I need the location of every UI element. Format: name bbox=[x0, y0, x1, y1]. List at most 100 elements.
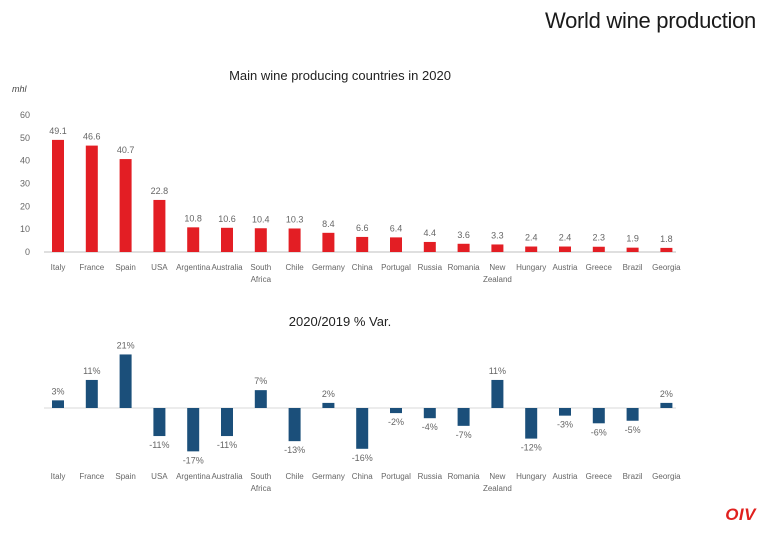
y-tick-label: 40 bbox=[20, 156, 30, 166]
variation-category-label: Chile bbox=[285, 472, 304, 481]
production-bar bbox=[52, 139, 64, 252]
variation-bar bbox=[626, 408, 639, 421]
production-bar bbox=[423, 241, 436, 252]
variation-bar bbox=[85, 379, 98, 408]
variation-data-label: -12% bbox=[521, 443, 542, 453]
production-bar bbox=[85, 145, 98, 252]
production-data-label: 6.6 bbox=[356, 223, 369, 233]
production-data-label: 10.6 bbox=[218, 214, 236, 224]
variation-category-label: China bbox=[352, 472, 373, 481]
variation-bar bbox=[254, 390, 267, 408]
production-bar bbox=[153, 199, 166, 252]
production-data-label: 2.3 bbox=[593, 233, 606, 243]
y-tick-label: 0 bbox=[25, 247, 30, 257]
production-bar bbox=[660, 247, 673, 252]
production-data-label: 46.6 bbox=[83, 132, 101, 142]
variation-data-label: 21% bbox=[117, 340, 135, 350]
production-data-label: 22.8 bbox=[151, 186, 169, 196]
y-tick-label: 10 bbox=[20, 224, 30, 234]
variation-category-label: France bbox=[79, 472, 104, 481]
variation-category-label: Germany bbox=[312, 472, 345, 481]
variation-bar bbox=[390, 408, 402, 414]
production-bar bbox=[356, 236, 369, 252]
production-category-label: Georgia bbox=[652, 263, 681, 272]
variation-data-label: 2% bbox=[660, 389, 673, 399]
variation-data-label: -6% bbox=[591, 427, 607, 437]
production-category-label: New Zealand bbox=[483, 263, 512, 284]
y-tick-label: 20 bbox=[20, 201, 30, 211]
production-data-label: 2.4 bbox=[559, 233, 572, 243]
production-bar bbox=[592, 246, 605, 252]
page-title: World wine production bbox=[545, 8, 756, 33]
production-category-label: Chile bbox=[285, 263, 304, 272]
y-tick-label: 50 bbox=[20, 133, 30, 143]
production-category-label: Australia bbox=[211, 263, 243, 272]
production-bar bbox=[119, 159, 132, 252]
variation-bar bbox=[288, 408, 301, 442]
variation-data-label: 2% bbox=[322, 389, 335, 399]
production-y-axis-label: mhl bbox=[12, 84, 27, 94]
variation-data-label: -11% bbox=[217, 440, 237, 450]
variation-category-label: Argentina bbox=[176, 472, 211, 481]
variation-category-label: Georgia bbox=[652, 472, 681, 481]
variation-bar bbox=[187, 408, 200, 452]
production-data-label: 4.4 bbox=[424, 228, 437, 238]
production-category-label: Romania bbox=[448, 263, 481, 272]
production-bar bbox=[187, 227, 200, 252]
variation-data-label: 11% bbox=[83, 366, 100, 376]
variation-category-label: Greece bbox=[586, 472, 613, 481]
production-category-label: Italy bbox=[51, 263, 66, 272]
variation-category-label: Brazil bbox=[623, 472, 643, 481]
production-data-label: 40.7 bbox=[117, 145, 135, 155]
production-data-label: 1.8 bbox=[660, 234, 673, 244]
production-category-label: Spain bbox=[115, 263, 135, 272]
variation-data-label: -4% bbox=[422, 422, 438, 432]
variation-category-label: Portugal bbox=[381, 472, 411, 481]
variation-chart-title: 2020/2019 % Var. bbox=[288, 314, 392, 329]
production-bar bbox=[626, 247, 639, 252]
y-tick-label: 30 bbox=[20, 179, 30, 189]
y-tick-label: 60 bbox=[20, 110, 30, 120]
variation-data-label: -13% bbox=[284, 445, 305, 455]
production-data-label: 3.3 bbox=[491, 230, 504, 240]
variation-bar bbox=[457, 408, 470, 426]
variation-data-label: -2% bbox=[388, 417, 404, 427]
production-category-label: Brazil bbox=[623, 263, 643, 272]
production-data-label: 1.9 bbox=[626, 234, 639, 244]
variation-category-label: South Africa bbox=[250, 472, 271, 493]
production-bar bbox=[390, 237, 402, 252]
variation-data-label: -5% bbox=[625, 425, 641, 435]
variation-bar bbox=[491, 379, 504, 408]
production-data-label: 2.4 bbox=[525, 233, 538, 243]
variation-category-label: New Zealand bbox=[483, 472, 512, 493]
production-category-label: South Africa bbox=[250, 263, 271, 284]
production-category-label: USA bbox=[151, 263, 168, 272]
variation-category-label: Australia bbox=[211, 472, 243, 481]
variation-bar bbox=[322, 402, 335, 408]
production-bar bbox=[288, 228, 301, 252]
variation-category-label: USA bbox=[151, 472, 168, 481]
variation-data-label: -3% bbox=[557, 420, 573, 430]
production-bar bbox=[322, 232, 335, 252]
variation-category-label: Romania bbox=[448, 472, 481, 481]
production-data-label: 49.1 bbox=[49, 126, 67, 136]
variation-data-label: 11% bbox=[489, 366, 506, 376]
production-category-label: Germany bbox=[312, 263, 345, 272]
production-category-label: Portugal bbox=[381, 263, 411, 272]
production-data-label: 3.6 bbox=[457, 230, 470, 240]
variation-data-label: 7% bbox=[254, 376, 267, 386]
variation-bar bbox=[592, 408, 605, 424]
production-data-label: 8.4 bbox=[322, 219, 335, 229]
oiv-logo: OIV bbox=[725, 505, 756, 524]
production-data-label: 10.4 bbox=[252, 214, 270, 224]
production-chart-title: Main wine producing countries in 2020 bbox=[229, 68, 451, 83]
variation-bar bbox=[52, 400, 64, 408]
variation-category-label: Hungary bbox=[516, 472, 546, 481]
production-data-label: 10.8 bbox=[184, 213, 202, 223]
variation-category-label: Italy bbox=[51, 472, 66, 481]
production-category-label: Argentina bbox=[176, 263, 211, 272]
variation-bar bbox=[423, 408, 436, 419]
variation-bar bbox=[356, 408, 369, 449]
production-data-label: 6.4 bbox=[390, 223, 403, 233]
